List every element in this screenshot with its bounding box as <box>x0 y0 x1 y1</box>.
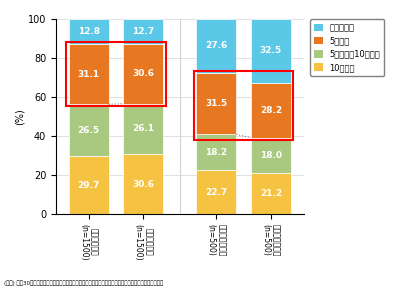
Text: (備考) 平成30年度内閣府委託事業「企業等における仕事と生活の調和に関する調査研究報告書」より作成: (備考) 平成30年度内閣府委託事業「企業等における仕事と生活の調和に関する調査… <box>4 280 163 286</box>
Bar <box>69 19 109 44</box>
Text: 29.7: 29.7 <box>78 181 100 190</box>
Y-axis label: (%): (%) <box>15 108 25 125</box>
Bar <box>251 83 291 138</box>
Bar <box>251 19 291 83</box>
Bar <box>123 19 163 44</box>
Text: 32.5: 32.5 <box>260 46 282 55</box>
Bar <box>196 170 236 214</box>
Text: 28.2: 28.2 <box>260 106 282 115</box>
Text: 30.6: 30.6 <box>132 69 154 78</box>
Text: 27.6: 27.6 <box>205 41 227 51</box>
Text: 26.1: 26.1 <box>132 125 154 133</box>
Bar <box>123 154 163 214</box>
Bar <box>251 173 291 214</box>
Bar <box>69 104 109 156</box>
Bar <box>196 73 236 134</box>
Text: 18.2: 18.2 <box>205 148 227 157</box>
Text: 21.2: 21.2 <box>260 189 282 198</box>
Text: 18.0: 18.0 <box>260 151 282 160</box>
Text: 26.5: 26.5 <box>78 126 100 135</box>
Text: 31.5: 31.5 <box>205 99 227 108</box>
Text: 12.7: 12.7 <box>132 27 154 36</box>
Legend: わからない, 5日未満, 5日以上、10日未満, 10日以上: わからない, 5日未満, 5日以上、10日未満, 10日以上 <box>310 19 384 76</box>
Bar <box>123 44 163 104</box>
Bar <box>196 19 236 73</box>
Bar <box>196 134 236 170</box>
Text: 22.7: 22.7 <box>205 187 227 197</box>
Bar <box>69 156 109 214</box>
Text: 31.1: 31.1 <box>78 70 100 79</box>
Text: 30.6: 30.6 <box>132 180 154 189</box>
Bar <box>123 104 163 154</box>
Text: 12.8: 12.8 <box>78 27 100 36</box>
Bar <box>69 44 109 104</box>
Bar <box>251 138 291 173</box>
